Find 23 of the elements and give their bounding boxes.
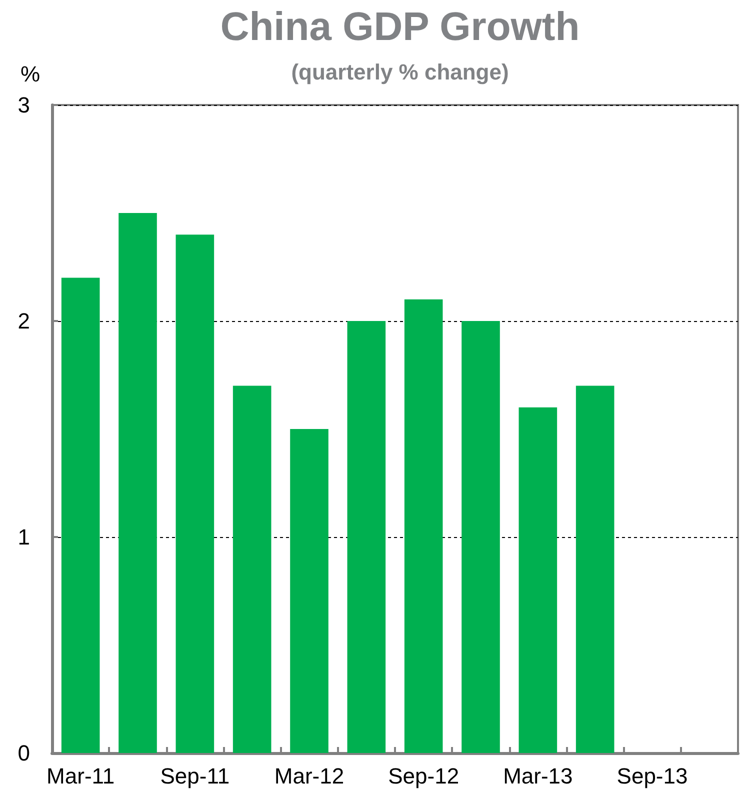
bar [290,429,328,753]
bar [347,321,386,753]
x-tick-label: Sep-13 [616,764,688,788]
x-tick-label: Sep-12 [388,764,460,788]
x-tick-label: Mar-11 [46,764,115,788]
y-tick-label: 1 [18,524,30,550]
bar [404,299,443,753]
y-tick-label: 2 [18,308,30,334]
bar [176,234,214,753]
bar [118,213,157,753]
x-tick-label: Sep-11 [160,764,230,788]
x-tick-label: Mar-12 [274,764,344,788]
chart-subtitle: (quarterly % change) [291,60,509,84]
bar [462,321,500,753]
chart-title: China GDP Growth [220,5,580,49]
bar [576,386,614,753]
x-tick-label: Mar-13 [503,764,573,788]
bar [518,407,558,753]
bar [232,386,272,753]
y-tick-label: 0 [18,740,30,766]
bar [61,278,100,753]
y-tick-label: 3 [18,92,30,118]
y-axis-title: % [20,62,40,86]
